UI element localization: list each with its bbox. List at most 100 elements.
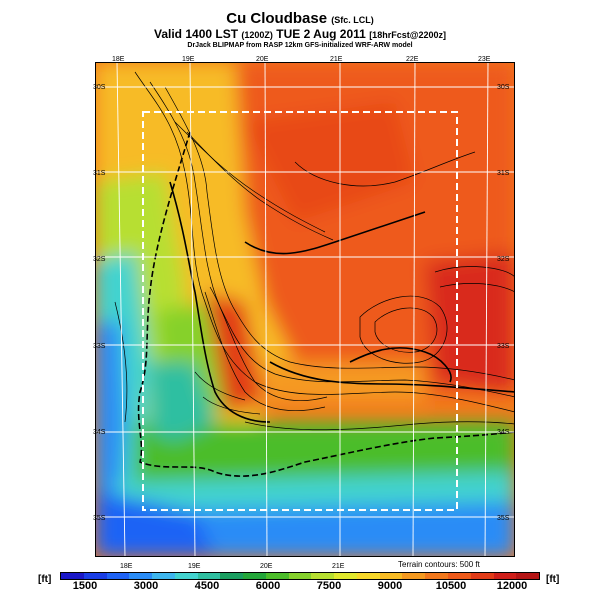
lon-label: 20E [256,56,269,63]
terrain-contour [202,396,261,415]
terrain-contour [134,71,515,413]
colorbar-swatch [402,573,426,579]
lat-label: 33S [93,343,106,350]
colorbar-swatch [356,573,380,579]
inland-red-pocket [205,292,265,412]
meridian [116,62,126,557]
meridian [189,62,196,557]
terrain-contour [434,266,515,278]
terrain-contour-bold [269,361,515,393]
lon-label: 18E [112,56,125,63]
terrain-contour [204,291,326,411]
terrain-contours-bold [169,181,515,423]
lat-label: 31S [93,170,106,177]
lon-label: 23E [478,56,491,63]
terrain-contour [244,421,515,431]
colorbar-swatch [334,573,357,579]
cloudbase-field [95,62,515,557]
central-teal-wedge [150,362,215,442]
colorbar-swatch [516,573,540,579]
terrain-contour [209,286,328,401]
chart-title: Cu Cloudbase (Sfc. LCL) [0,10,600,27]
valid-date: TUE 2 Aug 2011 [276,27,366,41]
lon-label: 21E [330,56,343,63]
peak-cloudbase-area [425,252,515,392]
colorbar-swatch [174,573,198,579]
lon-label: 21E [332,563,345,570]
lat-label: 35S [93,515,106,522]
colorbar-swatch [197,573,221,579]
terrain-contour [359,295,448,364]
terrain-contour [174,121,326,233]
lat-label: 34S [93,429,106,436]
colorbar-swatch [493,573,517,579]
colorbar-label: 4500 [194,580,220,592]
terrain-contour-bold [349,347,452,383]
terrain-contour [149,81,515,398]
colorbar-swatch [265,573,289,579]
terrain-contour [164,86,515,381]
terrain-contour [186,131,334,241]
cloudbase-map[interactable] [95,62,515,557]
meridian [484,62,489,557]
model-description: DrJack BLIPMAP from RASP 12km GFS-initia… [187,42,413,49]
lat-label: 32S [93,256,106,263]
colorbar-label: 1500 [72,580,98,592]
title-main: Cu Cloudbase [226,10,328,27]
terrain-contour [374,307,438,353]
colorbar-swatch [61,573,84,579]
colorbar-unit-left: [ft] [38,574,52,585]
terrain-contour-bold [244,211,426,255]
lon-label: 19E [188,563,201,570]
meridian [412,62,416,557]
lat-label: 35S [497,515,510,522]
terrain-contour [439,283,515,293]
colorbar-swatch [220,573,244,579]
valid-utc-time: (1200Z) [241,30,273,40]
lon-label: 19E [182,56,195,63]
terrain-contour [114,301,128,423]
colorbar-unit-right: [ft] [546,574,560,585]
title-suffix: (Sfc. LCL) [331,15,374,25]
colorbar-label: 10500 [435,580,467,592]
terrain-contour-bold [169,181,196,293]
northeast-orange-area [245,102,415,222]
terrain-contour [194,371,246,401]
colorbar-swatch [379,573,403,579]
valid-time-line: Valid 1400 LST (1200Z) TUE 2 Aug 2011 [1… [0,27,600,41]
terrain-contour [294,151,476,187]
colorbar-label: 9000 [377,580,403,592]
lon-label: 20E [260,563,273,570]
terrain-contours [114,71,515,431]
colorbar-swatch [470,573,494,579]
colorbar-swatch [425,573,449,579]
colorbar-label: 12000 [496,580,528,592]
colorbar-swatch [288,573,312,579]
lon-label: 22E [406,56,419,63]
lat-label: 30S [93,84,106,91]
valid-local-time: Valid 1400 LST [154,27,239,41]
latlon-grid [95,62,515,557]
colorbar-label: 6000 [255,580,281,592]
colorbar-swatch [129,573,153,579]
meridian [264,62,268,557]
terrain-contour-bold [194,291,271,423]
colorbar-swatch [152,573,175,579]
colorbar [60,572,540,580]
lat-label: 34S [497,429,510,436]
lat-label: 31S [497,170,510,177]
inner-domain-box [142,111,458,511]
lat-label: 33S [497,343,510,350]
colorbar-swatch [311,573,335,579]
colorbar-label: 3000 [133,580,159,592]
coastline [137,131,515,477]
terrain-contour-note: Terrain contours: 500 ft [398,560,480,569]
lon-label: 18E [120,563,133,570]
forecast-info: [18hrFcst@2200z] [369,30,446,40]
lat-label: 32S [497,256,510,263]
colorbar-swatch [448,573,471,579]
colorbar-swatch [243,573,266,579]
colorbar-swatch [83,573,107,579]
colorbar-label: 7500 [316,580,342,592]
colorbar-swatch [106,573,130,579]
